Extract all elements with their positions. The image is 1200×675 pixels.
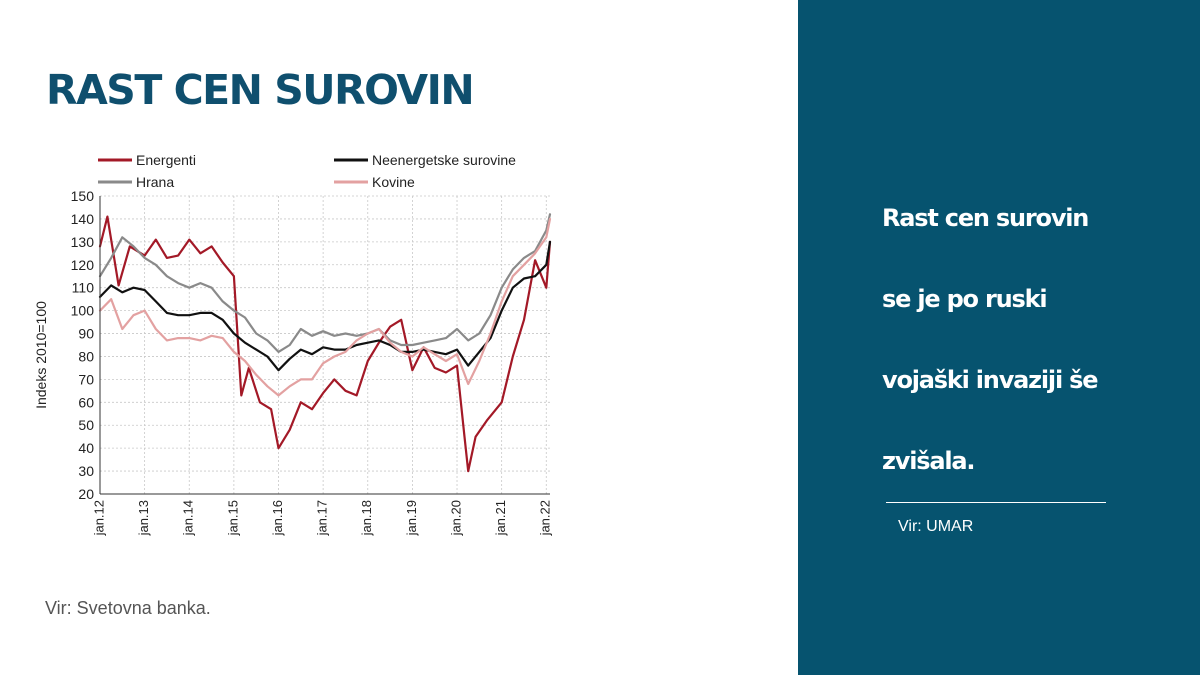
x-tick-label-jan-18: jan.18 xyxy=(359,500,374,536)
panel-divider xyxy=(886,502,1106,503)
panel-text-line-3: vojaški invaziji še xyxy=(882,366,1099,394)
legend-label-4: Kovine xyxy=(372,174,415,190)
y-tick-labels: 20 30 40 50 60 70 80 90 100 110 120 130 140 150 xyxy=(71,188,95,502)
y-tick-label-120: 120 xyxy=(71,257,95,273)
chart-source: Vir: Svetovna banka. xyxy=(45,598,211,618)
chart-legend: Energenti Neenergetske surovine Hrana Kovin… xyxy=(98,152,516,190)
chart-axes xyxy=(99,196,550,495)
x-tick-labels: jan.12 jan.13 jan.14 jan.15 jan.16 jan.17 jan.… xyxy=(91,500,552,536)
y-tick-label-20: 20 xyxy=(78,486,94,502)
series-line-2 xyxy=(98,213,552,353)
legend-label-3: Neenergetske surovine xyxy=(372,152,516,168)
y-tick-label-140: 140 xyxy=(71,211,95,227)
y-tick-label-90: 90 xyxy=(78,326,94,342)
legend-label-2: Hrana xyxy=(136,174,174,190)
chart-series xyxy=(98,213,552,473)
y-tick-label-100: 100 xyxy=(71,303,95,319)
x-tick-label-jan-21: jan.21 xyxy=(493,500,508,536)
panel-text-line-2: se je po ruski xyxy=(882,285,1048,313)
series-line-4 xyxy=(98,217,552,397)
x-tick-label-jan-13: jan.13 xyxy=(136,500,151,536)
y-tick-label-130: 130 xyxy=(71,234,95,250)
y-tick-label-80: 80 xyxy=(78,348,94,364)
x-tick-label-jan-19: jan.19 xyxy=(404,500,419,536)
x-tick-label-jan-16: jan.16 xyxy=(270,500,285,536)
legend-label-1: Energenti xyxy=(136,152,196,168)
panel-source: Vir: UMAR xyxy=(898,518,974,535)
slide-title: RAST CEN SUROVIN xyxy=(46,66,475,114)
chart-grid xyxy=(99,195,550,495)
x-tick-label-jan-17: jan.17 xyxy=(315,500,330,536)
y-tick-label-40: 40 xyxy=(78,440,94,456)
series-line-1 xyxy=(98,215,552,473)
x-tick-label-jan-15: jan.15 xyxy=(225,500,240,536)
y-tick-label-50: 50 xyxy=(78,417,94,433)
y-tick-label-70: 70 xyxy=(78,371,94,387)
x-tick-label-jan-14: jan.14 xyxy=(181,500,196,536)
x-tick-label-jan-22: jan.22 xyxy=(538,500,553,536)
panel-text-line-1: Rast cen surovin xyxy=(882,204,1089,232)
panel-text-line-4: zvišala. xyxy=(882,447,975,475)
series-line-3 xyxy=(98,240,552,372)
y-tick-label-30: 30 xyxy=(78,463,94,479)
y-tick-label-110: 110 xyxy=(72,280,95,296)
y-tick-label-60: 60 xyxy=(78,394,94,410)
y-axis-label: Indeks 2010=100 xyxy=(33,301,49,409)
x-tick-label-jan-20: jan.20 xyxy=(448,500,463,536)
commodity-price-chart: Energenti Neenergetske surovine Hrana Kovin… xyxy=(33,152,553,536)
y-tick-label-150: 150 xyxy=(71,188,95,204)
x-tick-label-jan-12: jan.12 xyxy=(91,500,106,536)
side-panel: Rast cen surovin se je po ruski vojaški … xyxy=(798,0,1200,675)
